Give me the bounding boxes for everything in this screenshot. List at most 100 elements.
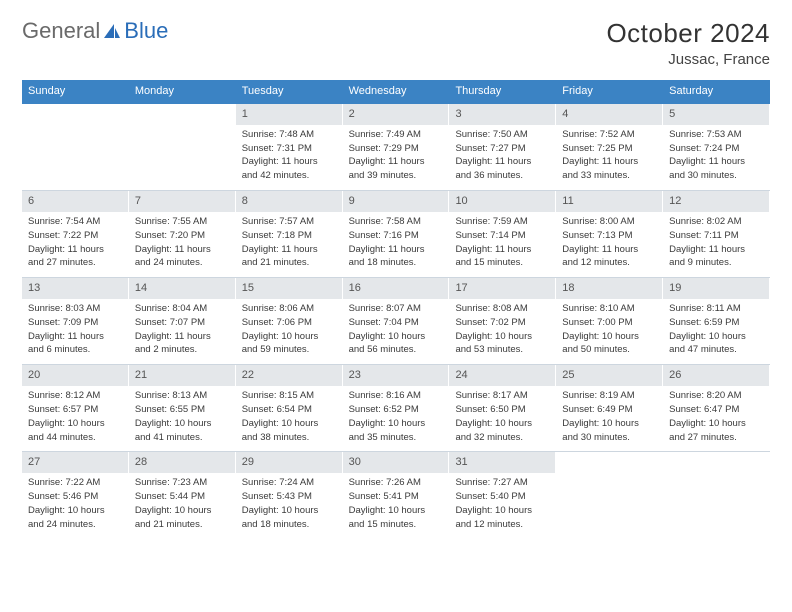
day-line-ss: Sunset: 5:40 PM [455, 491, 549, 504]
day-line-d2: and 35 minutes. [349, 432, 443, 445]
day-line-d1: Daylight: 10 hours [562, 418, 656, 431]
day-line-ss: Sunset: 6:59 PM [669, 317, 763, 330]
day-line-d1: Daylight: 10 hours [455, 505, 549, 518]
day-line-sr: Sunrise: 8:04 AM [135, 303, 229, 316]
brand-sail-icon [102, 22, 122, 40]
day-line-ss: Sunset: 7:13 PM [562, 230, 656, 243]
day-line-d2: and 32 minutes. [455, 432, 549, 445]
page-header: General Blue October 2024 Jussac, France [22, 18, 770, 68]
day-number: 17 [449, 278, 555, 299]
day-line-sr: Sunrise: 7:24 AM [242, 477, 336, 490]
day-line-ss: Sunset: 7:22 PM [28, 230, 122, 243]
day-line-d2: and 30 minutes. [669, 170, 763, 183]
day-line-ss: Sunset: 7:04 PM [349, 317, 443, 330]
day-line-d1: Daylight: 11 hours [349, 244, 443, 257]
day-line-d1: Daylight: 10 hours [242, 331, 336, 344]
day-line-ss: Sunset: 7:06 PM [242, 317, 336, 330]
day-line-d2: and 30 minutes. [562, 432, 656, 445]
day-body: Sunrise: 8:03 AMSunset: 7:09 PMDaylight:… [22, 299, 128, 364]
day-line-sr: Sunrise: 8:02 AM [669, 216, 763, 229]
day-line-d2: and 12 minutes. [455, 519, 549, 532]
day-body: Sunrise: 8:07 AMSunset: 7:04 PMDaylight:… [343, 299, 449, 364]
calendar-week-row: ..1Sunrise: 7:48 AMSunset: 7:31 PMDaylig… [22, 104, 770, 190]
weekday-header: Wednesday [343, 80, 450, 102]
day-body: Sunrise: 7:50 AMSunset: 7:27 PMDaylight:… [449, 125, 555, 190]
day-body: Sunrise: 7:55 AMSunset: 7:20 PMDaylight:… [129, 212, 235, 277]
day-line-d2: and 6 minutes. [28, 344, 122, 357]
day-body: Sunrise: 8:11 AMSunset: 6:59 PMDaylight:… [663, 299, 769, 364]
day-body: Sunrise: 8:10 AMSunset: 7:00 PMDaylight:… [556, 299, 662, 364]
day-number: 12 [663, 191, 769, 212]
calendar-week-row: 13Sunrise: 8:03 AMSunset: 7:09 PMDayligh… [22, 277, 770, 364]
day-number: 23 [343, 365, 449, 386]
day-line-sr: Sunrise: 8:03 AM [28, 303, 122, 316]
calendar-day-cell: 2Sunrise: 7:49 AMSunset: 7:29 PMDaylight… [343, 104, 450, 190]
day-line-d1: Daylight: 11 hours [562, 156, 656, 169]
day-number: 31 [449, 452, 555, 473]
weekday-header: Sunday [22, 80, 129, 102]
day-body: Sunrise: 7:54 AMSunset: 7:22 PMDaylight:… [22, 212, 128, 277]
calendar-day-cell: 27Sunrise: 7:22 AMSunset: 5:46 PMDayligh… [22, 452, 129, 538]
day-line-ss: Sunset: 5:43 PM [242, 491, 336, 504]
day-line-sr: Sunrise: 8:00 AM [562, 216, 656, 229]
day-line-sr: Sunrise: 8:07 AM [349, 303, 443, 316]
day-body: Sunrise: 8:06 AMSunset: 7:06 PMDaylight:… [236, 299, 342, 364]
day-body: Sunrise: 7:27 AMSunset: 5:40 PMDaylight:… [449, 473, 555, 538]
day-line-sr: Sunrise: 7:55 AM [135, 216, 229, 229]
day-number: 27 [22, 452, 128, 473]
calendar-day-cell: 6Sunrise: 7:54 AMSunset: 7:22 PMDaylight… [22, 191, 129, 277]
day-line-ss: Sunset: 5:44 PM [135, 491, 229, 504]
day-line-ss: Sunset: 7:16 PM [349, 230, 443, 243]
weekday-header: Thursday [449, 80, 556, 102]
calendar-day-cell: . [663, 452, 770, 538]
day-body: Sunrise: 8:16 AMSunset: 6:52 PMDaylight:… [343, 386, 449, 451]
day-line-d2: and 33 minutes. [562, 170, 656, 183]
day-line-d1: Daylight: 10 hours [562, 331, 656, 344]
day-line-sr: Sunrise: 7:57 AM [242, 216, 336, 229]
day-line-ss: Sunset: 7:07 PM [135, 317, 229, 330]
calendar-day-cell: 19Sunrise: 8:11 AMSunset: 6:59 PMDayligh… [663, 278, 770, 364]
day-line-ss: Sunset: 6:57 PM [28, 404, 122, 417]
calendar-day-cell: 31Sunrise: 7:27 AMSunset: 5:40 PMDayligh… [449, 452, 556, 538]
day-line-d2: and 56 minutes. [349, 344, 443, 357]
day-line-d2: and 42 minutes. [242, 170, 336, 183]
title-block: October 2024 Jussac, France [606, 18, 770, 68]
month-title: October 2024 [606, 18, 770, 49]
calendar-day-cell: 16Sunrise: 8:07 AMSunset: 7:04 PMDayligh… [343, 278, 450, 364]
day-line-d2: and 39 minutes. [349, 170, 443, 183]
day-line-d1: Daylight: 11 hours [242, 156, 336, 169]
day-body: Sunrise: 8:13 AMSunset: 6:55 PMDaylight:… [129, 386, 235, 451]
calendar-day-cell: 29Sunrise: 7:24 AMSunset: 5:43 PMDayligh… [236, 452, 343, 538]
calendar-day-cell: 22Sunrise: 8:15 AMSunset: 6:54 PMDayligh… [236, 365, 343, 451]
calendar-grid: SundayMondayTuesdayWednesdayThursdayFrid… [22, 80, 770, 538]
day-line-d1: Daylight: 11 hours [135, 244, 229, 257]
day-line-ss: Sunset: 5:46 PM [28, 491, 122, 504]
day-line-d1: Daylight: 10 hours [455, 331, 549, 344]
day-number: 7 [129, 191, 235, 212]
day-line-d1: Daylight: 10 hours [349, 331, 443, 344]
day-line-ss: Sunset: 7:25 PM [562, 143, 656, 156]
day-line-sr: Sunrise: 7:26 AM [349, 477, 443, 490]
day-line-d1: Daylight: 11 hours [669, 156, 763, 169]
weekday-header-row: SundayMondayTuesdayWednesdayThursdayFrid… [22, 80, 770, 102]
day-line-ss: Sunset: 7:09 PM [28, 317, 122, 330]
day-line-d2: and 2 minutes. [135, 344, 229, 357]
calendar-day-cell: 5Sunrise: 7:53 AMSunset: 7:24 PMDaylight… [663, 104, 770, 190]
weekday-header: Monday [129, 80, 236, 102]
day-number: 15 [236, 278, 342, 299]
calendar-week-row: 6Sunrise: 7:54 AMSunset: 7:22 PMDaylight… [22, 190, 770, 277]
day-body: Sunrise: 7:48 AMSunset: 7:31 PMDaylight:… [236, 125, 342, 190]
day-line-sr: Sunrise: 7:52 AM [562, 129, 656, 142]
calendar-day-cell: 13Sunrise: 8:03 AMSunset: 7:09 PMDayligh… [22, 278, 129, 364]
day-line-ss: Sunset: 7:11 PM [669, 230, 763, 243]
calendar-day-cell: 1Sunrise: 7:48 AMSunset: 7:31 PMDaylight… [236, 104, 343, 190]
brand-logo: General Blue [22, 18, 168, 44]
day-number: 2 [343, 104, 449, 125]
day-line-sr: Sunrise: 8:15 AM [242, 390, 336, 403]
day-number: 20 [22, 365, 128, 386]
day-number: 22 [236, 365, 342, 386]
day-line-d1: Daylight: 11 hours [455, 156, 549, 169]
day-line-ss: Sunset: 7:20 PM [135, 230, 229, 243]
day-line-d2: and 44 minutes. [28, 432, 122, 445]
day-line-d1: Daylight: 11 hours [562, 244, 656, 257]
